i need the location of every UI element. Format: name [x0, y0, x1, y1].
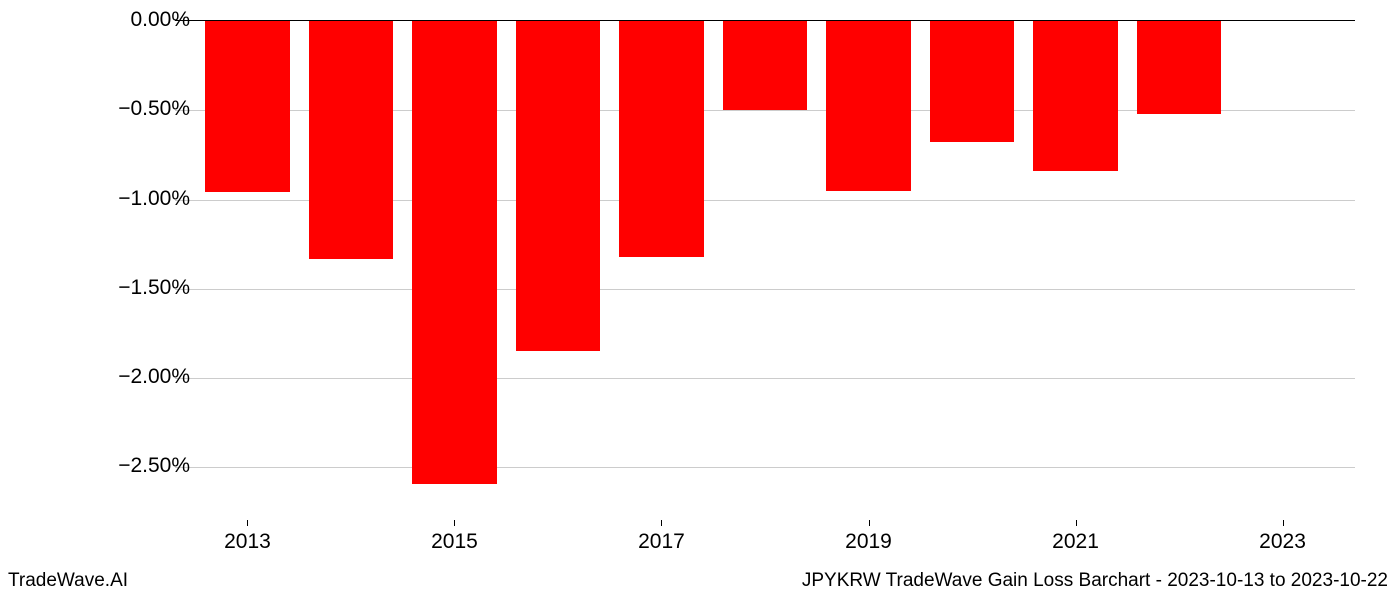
x-tick-label: 2017 [638, 530, 685, 554]
x-tick-label: 2015 [431, 530, 478, 554]
plot-region [175, 20, 1355, 520]
gridline [175, 289, 1355, 290]
y-tick-label: −0.50% [50, 97, 190, 121]
y-tick-label: −2.50% [50, 454, 190, 478]
footer-caption: JPYKRW TradeWave Gain Loss Barchart - 20… [802, 570, 1388, 592]
bar [205, 21, 290, 192]
footer-brand: TradeWave.AI [8, 570, 128, 592]
bar [1137, 21, 1222, 114]
y-tick-label: −1.00% [50, 187, 190, 211]
x-tick-label: 2021 [1052, 530, 1099, 554]
x-tick-label: 2013 [224, 530, 271, 554]
chart-area: 201320152017201920212023 [175, 20, 1375, 550]
y-tick-label: −2.00% [50, 365, 190, 389]
bar [826, 21, 911, 191]
gridline [175, 378, 1355, 379]
bar [1033, 21, 1118, 171]
bar [516, 21, 601, 351]
x-tick-mark [1283, 520, 1284, 526]
gridline [175, 467, 1355, 468]
x-tick-label: 2019 [845, 530, 892, 554]
x-tick-mark [247, 520, 248, 526]
bar [930, 21, 1015, 142]
y-tick-label: 0.00% [50, 8, 190, 32]
x-tick-mark [661, 520, 662, 526]
bar [309, 21, 394, 259]
x-tick-label: 2023 [1259, 530, 1306, 554]
x-tick-mark [454, 520, 455, 526]
bar [412, 21, 497, 484]
x-tick-mark [1076, 520, 1077, 526]
bar [723, 21, 808, 110]
y-tick-label: −1.50% [50, 276, 190, 300]
x-tick-mark [869, 520, 870, 526]
bar [619, 21, 704, 257]
